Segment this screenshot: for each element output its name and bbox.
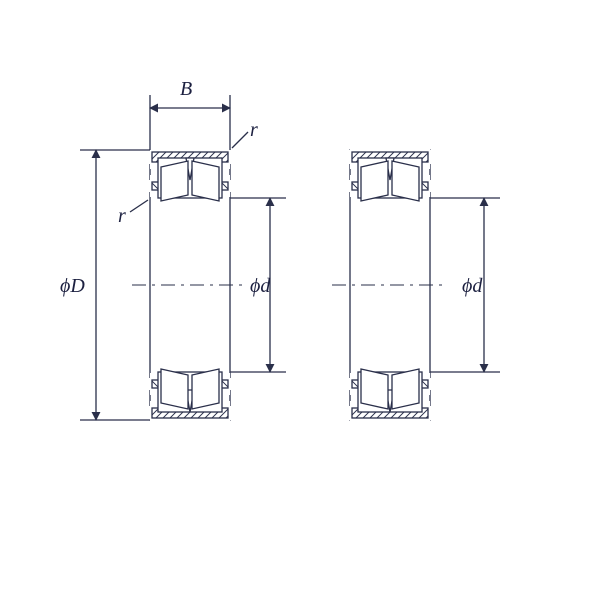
dim-label-r-top: r xyxy=(250,119,258,141)
dim-label-B: B xyxy=(180,78,192,100)
dim-label-d-left: ϕd xyxy=(250,275,271,297)
bearing-diagram-svg: BϕD ϕd ϕd r r xyxy=(0,0,600,600)
dim-label-d-right: ϕd xyxy=(462,275,483,297)
dim-label-D: ϕD xyxy=(60,275,85,297)
dim-label-r-left: r xyxy=(118,205,126,227)
diagram-stage: BϕD ϕd ϕd r r xyxy=(0,0,600,600)
